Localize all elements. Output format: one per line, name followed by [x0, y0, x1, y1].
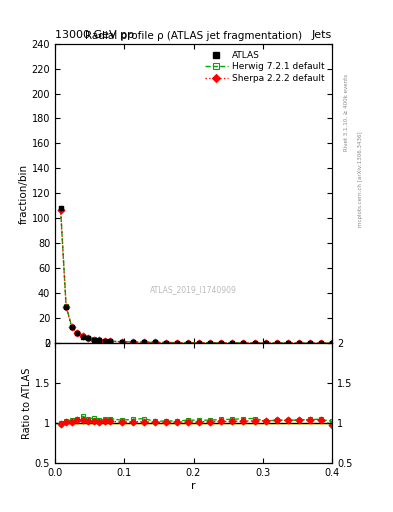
Text: mcplots.cern.ch [arXiv:1306.3436]: mcplots.cern.ch [arXiv:1306.3436] [358, 132, 363, 227]
Herwig 7.2.1 default [319, 340, 323, 346]
Herwig 7.2.1 default [103, 338, 107, 344]
Sherpa 2.2.2 default [219, 340, 224, 346]
Herwig 7.2.1 default [296, 340, 301, 346]
Herwig 7.2.1 default [252, 340, 257, 346]
Sherpa 2.2.2 default [119, 338, 124, 345]
Herwig 7.2.1 default [81, 333, 85, 339]
Sherpa 2.2.2 default [208, 340, 213, 346]
X-axis label: r: r [191, 481, 196, 491]
Sherpa 2.2.2 default [174, 339, 179, 346]
Herwig 7.2.1 default [285, 340, 290, 346]
Herwig 7.2.1 default [241, 340, 246, 346]
Herwig 7.2.1 default [263, 340, 268, 346]
Sherpa 2.2.2 default [319, 340, 323, 346]
Title: Radial profile ρ (ATLAS jet fragmentation): Radial profile ρ (ATLAS jet fragmentatio… [85, 31, 302, 41]
Sherpa 2.2.2 default [285, 340, 290, 346]
Sherpa 2.2.2 default [86, 335, 91, 342]
Herwig 7.2.1 default [141, 339, 146, 345]
Sherpa 2.2.2 default [75, 330, 79, 336]
Sherpa 2.2.2 default [230, 340, 235, 346]
Sherpa 2.2.2 default [92, 336, 96, 343]
Herwig 7.2.1 default [130, 339, 135, 345]
Sherpa 2.2.2 default [81, 333, 85, 339]
Sherpa 2.2.2 default [108, 338, 113, 344]
Herwig 7.2.1 default [185, 339, 190, 346]
Herwig 7.2.1 default [108, 338, 113, 344]
Sherpa 2.2.2 default [330, 340, 334, 346]
Herwig 7.2.1 default [163, 339, 168, 346]
Text: Rivet 3.1.10, ≥ 400k events: Rivet 3.1.10, ≥ 400k events [344, 74, 349, 151]
Text: 13000 GeV pp: 13000 GeV pp [55, 30, 134, 40]
Sherpa 2.2.2 default [263, 340, 268, 346]
Herwig 7.2.1 default [92, 336, 96, 343]
Sherpa 2.2.2 default [252, 340, 257, 346]
Sherpa 2.2.2 default [274, 340, 279, 346]
Herwig 7.2.1 default [75, 330, 79, 336]
Herwig 7.2.1 default [197, 339, 202, 346]
Herwig 7.2.1 default [230, 340, 235, 346]
Herwig 7.2.1 default [58, 205, 63, 211]
Herwig 7.2.1 default [174, 339, 179, 346]
Text: Jets: Jets [312, 30, 332, 40]
Sherpa 2.2.2 default [97, 337, 102, 343]
Herwig 7.2.1 default [86, 335, 91, 341]
Line: Sherpa 2.2.2 default: Sherpa 2.2.2 default [58, 207, 334, 346]
Y-axis label: Ratio to ATLAS: Ratio to ATLAS [22, 368, 32, 439]
Sherpa 2.2.2 default [152, 339, 157, 346]
Sherpa 2.2.2 default [163, 339, 168, 346]
Text: ATLAS_2019_I1740909: ATLAS_2019_I1740909 [150, 285, 237, 294]
Herwig 7.2.1 default [152, 339, 157, 346]
Sherpa 2.2.2 default [64, 304, 68, 310]
Sherpa 2.2.2 default [296, 340, 301, 346]
Sherpa 2.2.2 default [69, 324, 74, 330]
Herwig 7.2.1 default [119, 338, 124, 345]
Herwig 7.2.1 default [219, 340, 224, 346]
Sherpa 2.2.2 default [103, 338, 107, 344]
Y-axis label: fraction/bin: fraction/bin [19, 163, 29, 224]
Sherpa 2.2.2 default [130, 339, 135, 345]
Herwig 7.2.1 default [97, 337, 102, 343]
Legend: ATLAS, Herwig 7.2.1 default, Sherpa 2.2.2 default: ATLAS, Herwig 7.2.1 default, Sherpa 2.2.… [202, 48, 328, 86]
Herwig 7.2.1 default [274, 340, 279, 346]
Sherpa 2.2.2 default [141, 339, 146, 345]
Sherpa 2.2.2 default [308, 340, 312, 346]
Sherpa 2.2.2 default [185, 339, 190, 346]
Line: Herwig 7.2.1 default: Herwig 7.2.1 default [58, 206, 334, 346]
Sherpa 2.2.2 default [197, 339, 202, 346]
Herwig 7.2.1 default [208, 340, 213, 346]
Sherpa 2.2.2 default [58, 207, 63, 213]
Herwig 7.2.1 default [69, 324, 74, 330]
Herwig 7.2.1 default [64, 303, 68, 309]
Herwig 7.2.1 default [308, 340, 312, 346]
Sherpa 2.2.2 default [241, 340, 246, 346]
Herwig 7.2.1 default [330, 340, 334, 346]
